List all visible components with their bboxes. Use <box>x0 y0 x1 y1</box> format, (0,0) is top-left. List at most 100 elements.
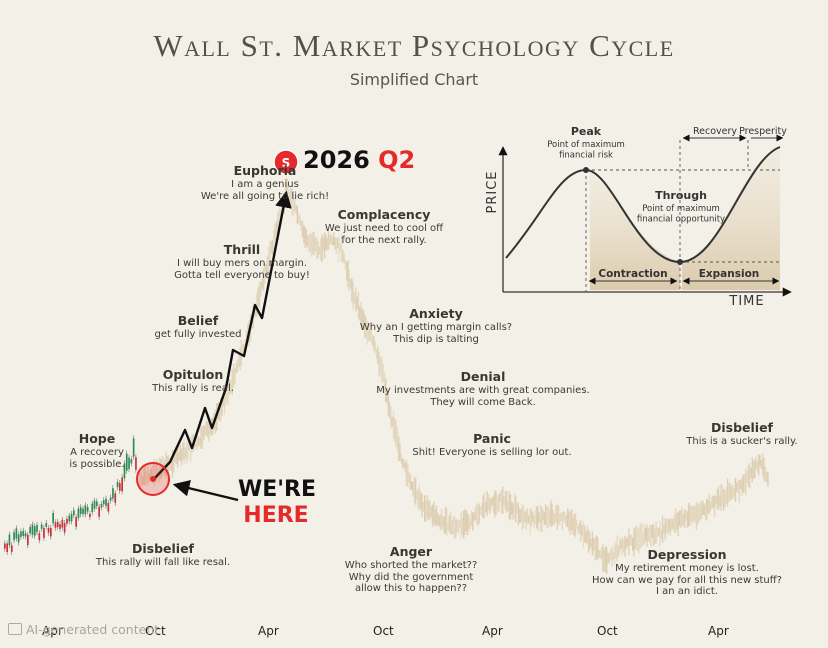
phase-name: Depression <box>647 547 727 562</box>
target-year: 2026 <box>303 146 370 174</box>
candle-body <box>105 498 107 506</box>
contraction-fill <box>590 172 680 290</box>
here-line-1: WE'RE <box>238 477 316 502</box>
here-pointer-arrow <box>172 479 239 502</box>
badge-letter: S <box>282 156 291 170</box>
phase-note: A recovery is possible. <box>69 446 125 470</box>
candle-body <box>43 527 45 538</box>
phase-name: Disbelief <box>131 541 194 556</box>
candle-body <box>68 515 71 522</box>
phase-name: Hope <box>78 431 116 446</box>
candle-body <box>10 545 13 552</box>
candle-body <box>52 512 54 524</box>
phase-name: Anxiety <box>409 306 463 321</box>
phase-annotation: Belief get fully invested <box>133 313 263 341</box>
expansion-fill <box>682 147 780 290</box>
we-are-here-label: WE'RE HERE <box>238 477 316 530</box>
phase-name: Panic <box>473 431 511 446</box>
historical-candles <box>4 435 137 555</box>
phase-name: Belief <box>177 313 219 328</box>
inset-peak-note: financial risk <box>559 151 613 161</box>
phase-note: This rally is real. <box>152 382 234 394</box>
candle-body <box>59 524 61 529</box>
candle-body <box>79 507 82 515</box>
candle-body <box>56 521 59 527</box>
candle-body <box>128 457 130 469</box>
target-quarter: Q2 <box>378 146 416 174</box>
candle-body <box>27 534 29 546</box>
candle-body <box>130 459 133 464</box>
phase-annotation: Disbelief This rally will fall like resal… <box>68 541 258 569</box>
phase-name: Anger <box>389 544 433 559</box>
candle-body <box>98 506 100 517</box>
candle-body <box>40 524 43 529</box>
here-line-2: HERE <box>243 503 309 529</box>
candle-body <box>112 488 114 499</box>
phase-note: Why an I getting margin calls? This dip … <box>359 321 513 345</box>
candle-body <box>38 533 41 541</box>
candle-body <box>70 514 73 522</box>
x-tick-label: Apr <box>708 624 729 638</box>
inset-contraction-label: Contraction <box>598 268 667 280</box>
x-tick-label: Oct <box>145 624 166 638</box>
inset-peak-note: Point of maximum <box>547 140 625 150</box>
candle-body <box>22 530 25 536</box>
peak-point <box>583 167 589 173</box>
candle-body <box>102 500 105 505</box>
candle-body <box>119 483 121 491</box>
x-tick-label: Apr <box>258 624 279 638</box>
candle-body <box>17 534 20 543</box>
phase-note: Who shorted the market?? Why did the gov… <box>344 559 478 595</box>
candle-body <box>47 527 50 533</box>
projected-price-path <box>139 178 769 574</box>
candle-body <box>121 477 123 492</box>
candle-body <box>135 457 137 470</box>
phase-note: This is a sucker's rally. <box>686 435 798 447</box>
phase-annotation: Disbelief This is a sucker's rally. <box>662 420 822 448</box>
current-position-dot <box>150 476 156 482</box>
phase-name: Denial <box>460 369 506 384</box>
phase-note: I am a genius We're all going to lie ric… <box>200 178 330 202</box>
candle-body <box>77 508 80 518</box>
inset-trough-note: Point of maximum <box>642 204 720 214</box>
candle-body <box>93 500 96 509</box>
candle-body <box>66 518 68 524</box>
chart-subtitle: Simplified Chart <box>349 70 479 89</box>
candle-body <box>91 503 94 513</box>
candle-body <box>4 543 6 549</box>
inset-y-axis-label: PRICE <box>485 171 500 214</box>
phase-annotation: Complacency We just need to cool off for … <box>294 207 474 246</box>
phase-annotation: Denial My investments are with great comp… <box>353 369 613 408</box>
candle-body <box>8 534 11 546</box>
candle-body <box>33 526 36 536</box>
candle-body <box>6 543 8 552</box>
inset-expansion-label: Expansion <box>699 268 760 280</box>
trough-point <box>677 259 683 265</box>
phase-note: My retirement money is lost. How can we … <box>592 562 782 598</box>
candle-body <box>73 510 75 516</box>
phase-annotation: Thrill I will buy mers on margin. Gotta t… <box>132 242 352 281</box>
candle-body <box>24 533 27 537</box>
candle-body <box>50 527 52 537</box>
phase-note: get fully invested <box>154 328 242 340</box>
projection-arrow <box>152 190 292 481</box>
x-tick-label: Apr <box>482 624 503 638</box>
candle-body <box>75 517 77 527</box>
phase-name: Thrill <box>223 242 261 257</box>
inset-peak-label: Peak <box>571 125 602 138</box>
phase-annotation: Opitulon This rally is real. <box>133 367 253 395</box>
watermark-text: AI-generated content <box>26 622 160 637</box>
inset-prosperity-label: Presperity <box>739 126 787 137</box>
candle-body <box>84 505 87 515</box>
phase-annotation: Anger Who shorted the market?? Why did th… <box>316 544 506 595</box>
candle-body <box>31 524 34 535</box>
phase-annotation: Panic Shit! Everyone is selling lor out. <box>382 431 602 459</box>
phase-note: This rally will fall like resal. <box>95 556 231 568</box>
candle-body <box>100 504 103 508</box>
chart-title: Wall St. Market Psychology Cycle <box>153 28 675 63</box>
x-tick-label: Oct <box>373 624 394 638</box>
candle-body <box>107 502 110 512</box>
badge-icon <box>273 149 299 175</box>
